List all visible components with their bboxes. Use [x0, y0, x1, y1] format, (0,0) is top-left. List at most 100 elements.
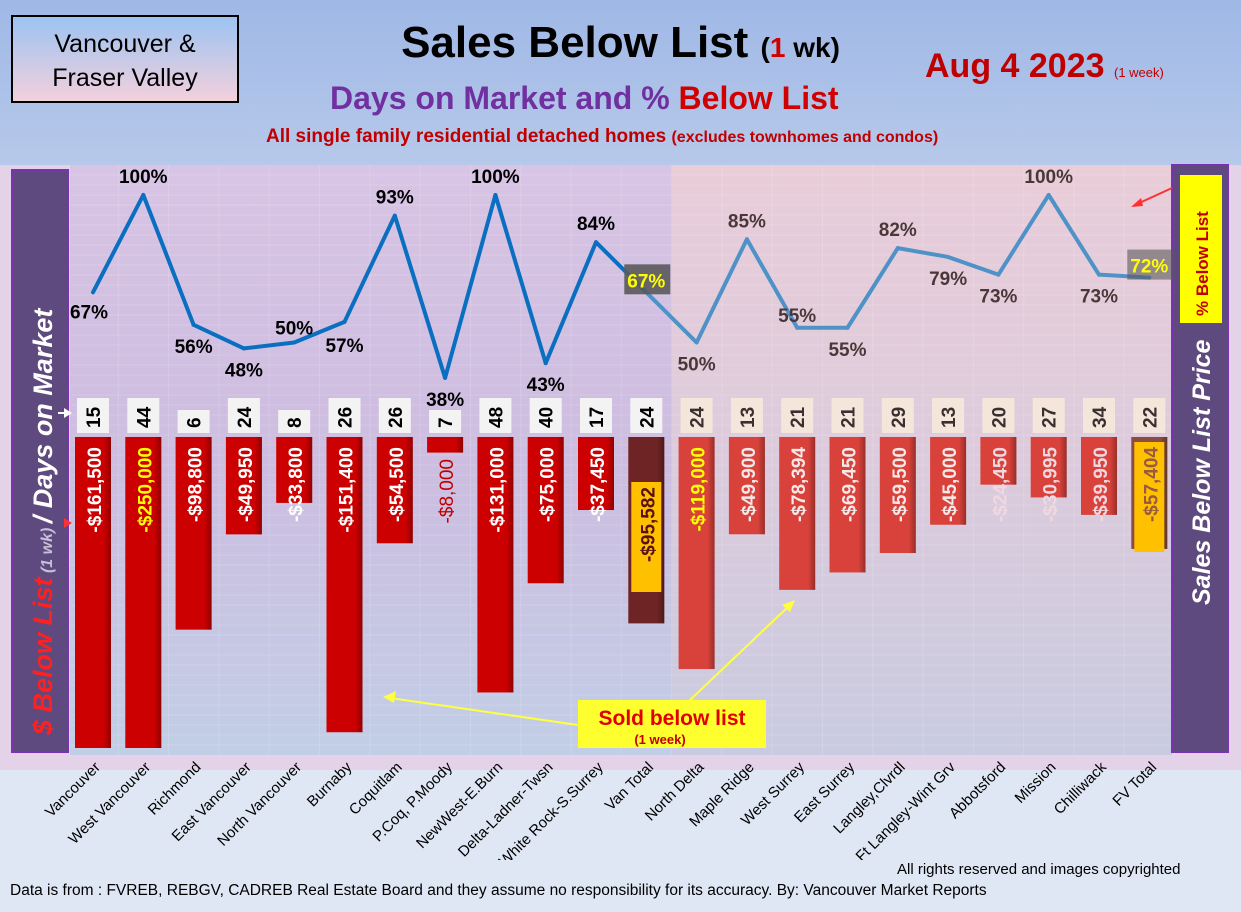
dom-arrow-icon	[64, 408, 72, 418]
dom-box	[378, 398, 411, 433]
dom-value-label: 24	[637, 406, 658, 428]
pct-line-segment	[443, 193, 498, 380]
dom-value-label: 27	[1040, 407, 1061, 428]
bar-value-label: -$69,450	[840, 447, 861, 522]
subtitle2-a: All single family residential detached h…	[266, 126, 672, 147]
pct-line-segment	[392, 213, 448, 380]
bar-shade	[75, 437, 111, 748]
bar-value-label: -$151,400	[337, 447, 358, 533]
bar-value-label: -$39,950	[1091, 447, 1112, 522]
pct-line-segment	[644, 290, 699, 345]
annotation-subtext: (1 week)	[634, 732, 685, 747]
dom-box	[328, 398, 361, 433]
pct-value-label: 50%	[678, 355, 716, 376]
left-axis-panel	[11, 169, 69, 753]
subtitle: Days on Market and % Below List	[330, 80, 839, 117]
dom-value-label: 20	[989, 407, 1010, 428]
pct-value-label: 55%	[828, 340, 866, 361]
x-tick-label: NewWest-E.Burn	[413, 759, 506, 852]
bar-value-label: -$54,500	[387, 447, 408, 522]
bar-value-label: -$37,450	[588, 447, 609, 522]
dom-value-label: 21	[788, 406, 809, 428]
bar-value-label: -$161,500	[85, 447, 106, 533]
bar-value-label: -$98,800	[186, 447, 207, 522]
pct-value-label: 100%	[471, 167, 520, 188]
pct-line-segment	[191, 322, 246, 351]
annotation: Sold below list (1 week)	[383, 600, 795, 748]
pct-line-segment	[91, 193, 146, 295]
bar-value-label: -$75,000	[538, 447, 559, 522]
bar-value-label: -$250,000	[135, 447, 156, 533]
dom-value-label: 13	[738, 407, 759, 428]
total-pct-box	[624, 264, 671, 295]
bar-shade	[779, 437, 816, 590]
bar-shade	[477, 437, 514, 693]
total-label-box	[631, 482, 662, 592]
dom-value-label: 15	[84, 406, 105, 428]
copyright-note: All rights reserved and images copyright…	[897, 861, 1181, 878]
bar-value-label: -$78,394	[789, 447, 810, 522]
pct-value-label: 43%	[527, 375, 565, 396]
bar-shade	[829, 437, 866, 573]
annotation-text: Sold below list	[598, 707, 745, 730]
pct-value-label: 100%	[1024, 167, 1073, 188]
subtitle2-b: (excludes townhomes and condos)	[671, 129, 939, 146]
date-text: Aug 4 2023	[925, 47, 1105, 85]
dom-value-label: 40	[537, 407, 558, 428]
dom-value-label: 29	[889, 407, 910, 428]
dom-value-label: 48	[486, 407, 507, 428]
pct-value-label: 56%	[175, 337, 213, 358]
dom-value-label: 6	[185, 417, 206, 428]
dom-box	[1133, 398, 1166, 433]
pct-line-segment	[241, 340, 297, 351]
pct-value-label: 82%	[879, 220, 917, 241]
pct-value-label: 67%	[627, 271, 665, 292]
pct-line-segment	[1046, 193, 1101, 277]
pct-value-label: 72%	[1130, 257, 1168, 278]
title-text: Sales Below List	[401, 18, 749, 67]
total-pct-box	[1127, 249, 1174, 280]
region-box: Vancouver & Fraser Valley	[11, 15, 239, 103]
bar-value-label: -$57,404	[1141, 447, 1162, 522]
legend-arrowhead	[1131, 198, 1143, 207]
subtitle-a: Days on Market and %	[330, 80, 679, 116]
dom-box	[580, 398, 612, 433]
pct-line-segment	[744, 237, 800, 330]
bar-value-label: -$49,900	[739, 447, 760, 522]
pct-value-label: 79%	[929, 269, 967, 290]
dom-box	[77, 398, 109, 433]
pct-value-label: 55%	[778, 306, 816, 327]
dom-value-label: 17	[587, 407, 608, 428]
bar-value-label: -$30,995	[1041, 447, 1062, 522]
dom-value-label: 34	[1090, 406, 1111, 428]
bar-shade	[980, 437, 1017, 485]
dom-value-label: 24	[235, 406, 256, 428]
dom-box	[529, 398, 562, 433]
dom-value-label: 13	[939, 407, 960, 428]
pct-line-segment	[543, 240, 598, 366]
dom-box	[1032, 398, 1065, 433]
dom-box	[982, 398, 1015, 433]
x-tick-label: Delta-Ladner-Twsn	[455, 759, 557, 860]
report-date: Aug 4 2023 (1 week)	[925, 47, 1164, 86]
pct-value-label: 93%	[376, 188, 414, 209]
bar-shade	[276, 437, 313, 503]
bar-value-label: -$59,500	[890, 447, 911, 522]
pct-line-segment	[895, 246, 951, 259]
dom-box	[630, 398, 663, 433]
bar-shade	[728, 437, 765, 535]
bar-shade	[879, 437, 916, 554]
bar-shade	[427, 437, 464, 453]
pct-line-segment	[996, 193, 1051, 277]
bar-value-label: -$8,000	[437, 459, 458, 523]
bar-shade	[527, 437, 564, 584]
title-num: 1	[769, 32, 786, 63]
pct-value-label: 50%	[275, 319, 313, 340]
dom-box	[479, 398, 512, 433]
source-note: Data is from : FVREB, REBGV, CADREB Real…	[10, 882, 987, 899]
below-arrow-icon	[64, 518, 72, 528]
line-legend-box	[1180, 175, 1222, 323]
dom-value-label: 26	[386, 407, 407, 428]
chart-title: Sales Below List (1 wk)	[0, 18, 1241, 68]
subtitle2: All single family residential detached h…	[266, 126, 938, 148]
